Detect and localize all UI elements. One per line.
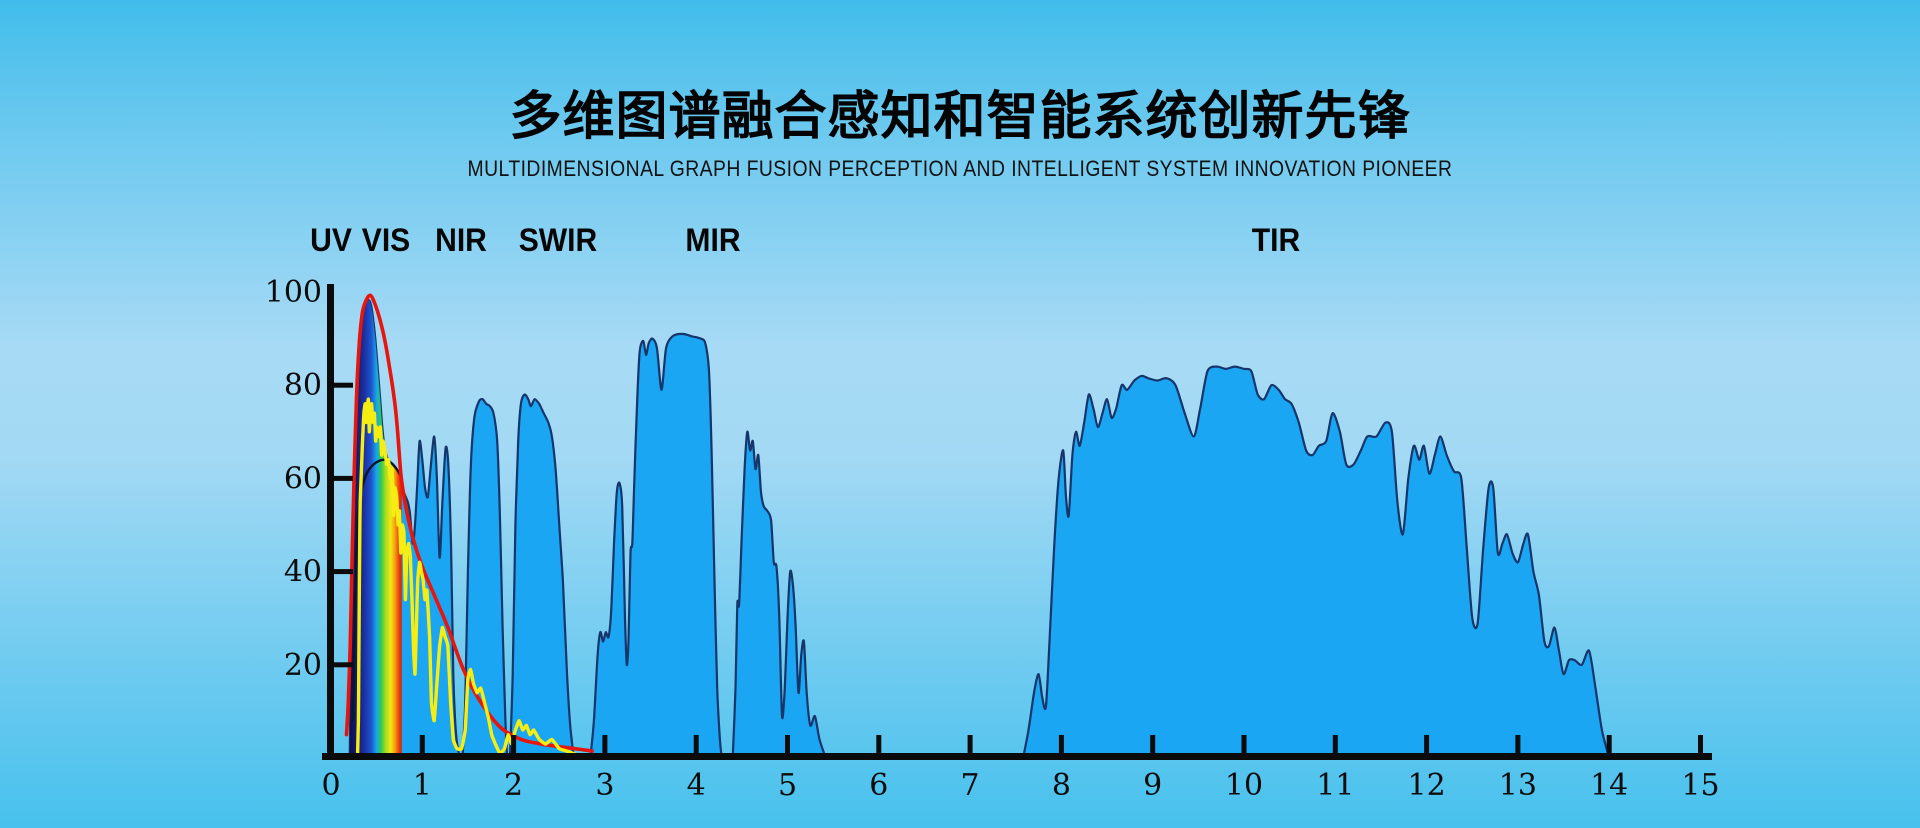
x-tick [1332,735,1338,753]
x-tick [967,735,973,753]
y-tick [327,475,353,481]
y-tick-label: 80 [284,368,322,403]
y-tick-label: 100 [265,275,322,310]
x-tick-label: 6 [869,768,888,803]
solar-blackbody-curve [344,293,594,753]
y-tick-label: 60 [284,461,322,496]
solar-ground-curve [355,397,581,760]
band-label-uv: UV [310,222,352,258]
lwir-window [1022,365,1611,760]
x-tick-label: 10 [1225,768,1263,803]
y-axis-line [327,284,334,758]
x-tick [602,735,608,753]
x-tick [1150,735,1156,753]
x-tick [785,735,790,753]
swir-window-2 [508,393,575,760]
x-tick-label: 13 [1499,768,1537,803]
x-tick [511,735,517,753]
y-tick-label: 40 [284,555,322,590]
x-tick-label: 2 [504,768,523,803]
x-tick-label: 4 [687,768,706,803]
x-tick [693,735,699,753]
y-tick [327,662,353,668]
x-tick [1515,735,1521,753]
band-label-nir: NIR [434,222,487,258]
x-tick-label: 11 [1316,768,1354,803]
mwir-window-1 [589,332,723,760]
band-label-tir: TIR [1251,222,1301,258]
x-tick-label: 3 [595,768,614,803]
x-tick-label: 7 [961,768,980,803]
page-title: 多维图谱融合感知和智能系统创新先锋 [509,88,1411,146]
x-tick [1424,735,1430,753]
x-tick-label: 15 [1681,768,1719,803]
x-tick-label: 14 [1590,768,1628,803]
band-label-mir: MIR [685,222,741,258]
page-subtitle: MULTIDIMENSIONAL GRAPH FUSION PERCEPTION… [467,156,1453,181]
band-label-swir: SWIR [519,222,598,258]
band-label-vis: VIS [361,222,411,258]
x-tick [419,735,425,753]
mwir-window-2 [731,430,827,760]
swir-window-1 [461,397,509,760]
x-tick [1698,735,1703,753]
x-tick-label: 0 [321,768,340,803]
x-tick-label: 5 [778,768,797,803]
x-tick-label: 1 [413,768,432,803]
transmission-windows [348,298,1611,760]
y-tick [327,569,353,575]
x-tick-label: 12 [1408,768,1446,803]
x-tick-label: 9 [1143,768,1162,803]
x-tick [1241,735,1247,753]
x-tick [876,735,882,753]
x-tick-label: 8 [1052,768,1071,803]
x-tick [1058,735,1064,753]
y-tick [327,382,353,388]
y-tick-label: 20 [284,648,322,683]
x-axis-line [322,753,1712,760]
x-tick [1606,735,1612,753]
